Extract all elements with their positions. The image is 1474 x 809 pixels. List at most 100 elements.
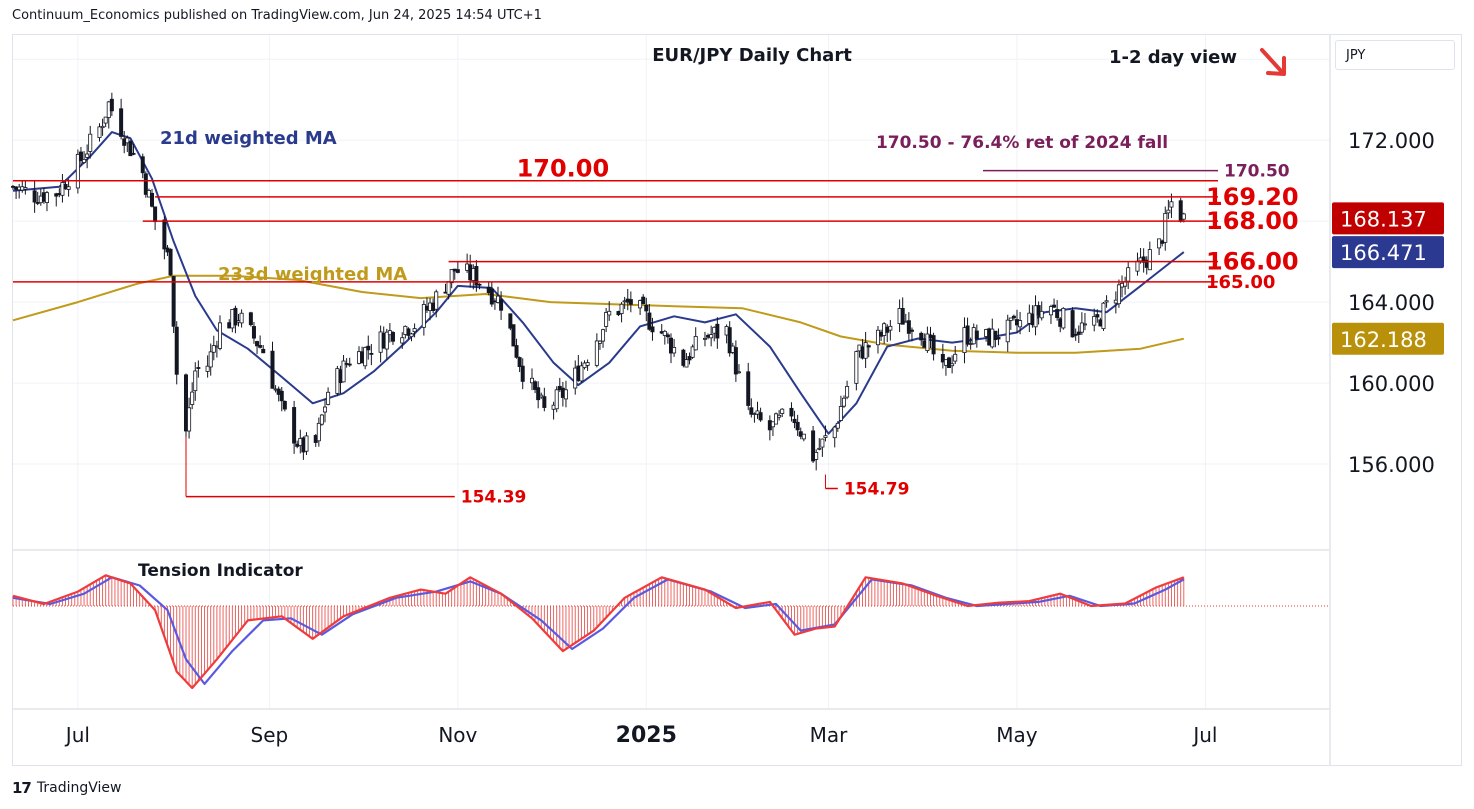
candle-body-99: [434, 291, 439, 310]
candle-body-271: [1181, 213, 1186, 220]
candle-body-129: [563, 389, 568, 400]
candle-body-108: [474, 266, 479, 286]
candle-body-242: [1055, 309, 1060, 318]
candle-body-69: [304, 435, 309, 452]
candle-body-138: [604, 312, 609, 327]
candle-body-60: [270, 350, 275, 389]
level-label-3: 166.00: [1206, 248, 1299, 276]
candle-body-199: [866, 345, 871, 348]
candle-body-259: [1126, 267, 1131, 282]
candle-body-121: [533, 381, 538, 390]
candle-body-64: [282, 400, 287, 410]
x-tick-3: 2025: [616, 723, 677, 748]
x-tick-6: Jul: [1191, 723, 1217, 747]
candle-body-38: [171, 276, 176, 327]
candle-body-200: [875, 329, 880, 346]
x-tick-4: Mar: [810, 723, 849, 747]
currency-button[interactable]: JPY: [1335, 40, 1455, 70]
candle-body-251: [1095, 314, 1100, 318]
candle-body-212: [925, 333, 930, 351]
candle-body-87: [384, 331, 389, 350]
candle-body-25: [119, 108, 124, 137]
candle-body-254: [1104, 300, 1109, 303]
candle-body-155: [681, 349, 686, 366]
candle-body-193: [841, 397, 846, 407]
candle-body-245: [1070, 310, 1075, 338]
candle-body-93: [409, 333, 414, 338]
low-label-5: 154.39: [461, 488, 527, 508]
candle-body-117: [514, 345, 519, 358]
candle-body-77: [341, 360, 346, 383]
candle-body-198: [863, 342, 868, 359]
price-badge-last: 168.137: [1340, 207, 1427, 231]
candle-body-59: [261, 348, 266, 354]
retracement-label: 170.50: [1224, 162, 1290, 182]
candle-body-195: [854, 351, 859, 384]
candle-body-169: [736, 371, 741, 374]
candle-body-40: [183, 374, 188, 432]
candle-body-214: [931, 335, 936, 355]
candle-body-82: [363, 347, 368, 367]
candle-body-249: [1082, 323, 1087, 326]
candle-body-21: [100, 125, 105, 129]
candle-body-186: [814, 452, 819, 460]
arrow-down-right-icon: [1260, 48, 1286, 76]
candle-body-253: [1101, 302, 1106, 330]
candle-body-241: [1052, 304, 1057, 308]
candle-body-19: [88, 133, 93, 152]
candle-body-157: [687, 356, 692, 361]
candle-body-120: [529, 377, 534, 384]
candle-body-192: [838, 406, 843, 421]
tension-title: Tension Indicator: [138, 561, 303, 581]
price-badge-ma233: 162.188: [1340, 328, 1427, 352]
candles-layer: [10, 92, 1186, 471]
candle-body-18: [85, 153, 90, 158]
candle-body-27: [125, 137, 130, 144]
candle-body-240: [1048, 306, 1053, 316]
candle-body-187: [817, 447, 822, 450]
publish-header: Continuum_Economics published on Trading…: [12, 8, 542, 23]
candle-body-164: [715, 323, 720, 339]
ma233-label: 233d weighted MA: [218, 264, 407, 285]
candle-body-123: [539, 394, 544, 398]
candle-body-54: [239, 312, 244, 324]
candle-body-71: [316, 422, 321, 442]
candle-body-116: [511, 324, 516, 347]
candle-body-268: [1166, 209, 1171, 214]
candle-body-153: [669, 337, 674, 354]
candle-body-45: [205, 365, 210, 372]
candle-body-185: [811, 430, 816, 462]
candle-body-52: [233, 307, 238, 326]
candle-body-79: [347, 363, 352, 366]
candle-body-42: [190, 391, 195, 405]
candle-body-188: [820, 438, 825, 448]
candle-body-17: [82, 158, 87, 163]
low-label-6: 154.79: [844, 479, 910, 499]
candle-body-149: [650, 326, 655, 333]
candle-body-126: [554, 389, 559, 410]
candle-body-22: [103, 116, 108, 124]
levels-layer: [13, 169, 1218, 498]
candle-body-65: [292, 407, 297, 444]
candle-body-256: [1116, 284, 1121, 305]
candle-body-15: [75, 153, 80, 189]
candle-body-206: [900, 308, 905, 325]
candle-body-47: [211, 345, 216, 353]
tradingview-logo-icon: 17: [12, 779, 32, 797]
candle-body-33: [150, 192, 155, 207]
candle-body-137: [601, 329, 606, 342]
candle-body-154: [672, 347, 677, 354]
candle-body-221: [965, 325, 970, 345]
x-tick-5: May: [996, 723, 1038, 747]
level-label-2: 168.00: [1206, 207, 1299, 235]
candle-body-122: [536, 387, 541, 401]
candle-body-215: [940, 354, 945, 363]
candle-body-230: [1005, 319, 1010, 343]
candle-body-181: [792, 418, 797, 424]
candle-body-73: [323, 406, 328, 413]
candle-body-139: [607, 310, 612, 316]
candle-body-5: [32, 190, 37, 203]
candle-body-56: [251, 326, 256, 339]
candle-body-250: [1092, 316, 1097, 326]
